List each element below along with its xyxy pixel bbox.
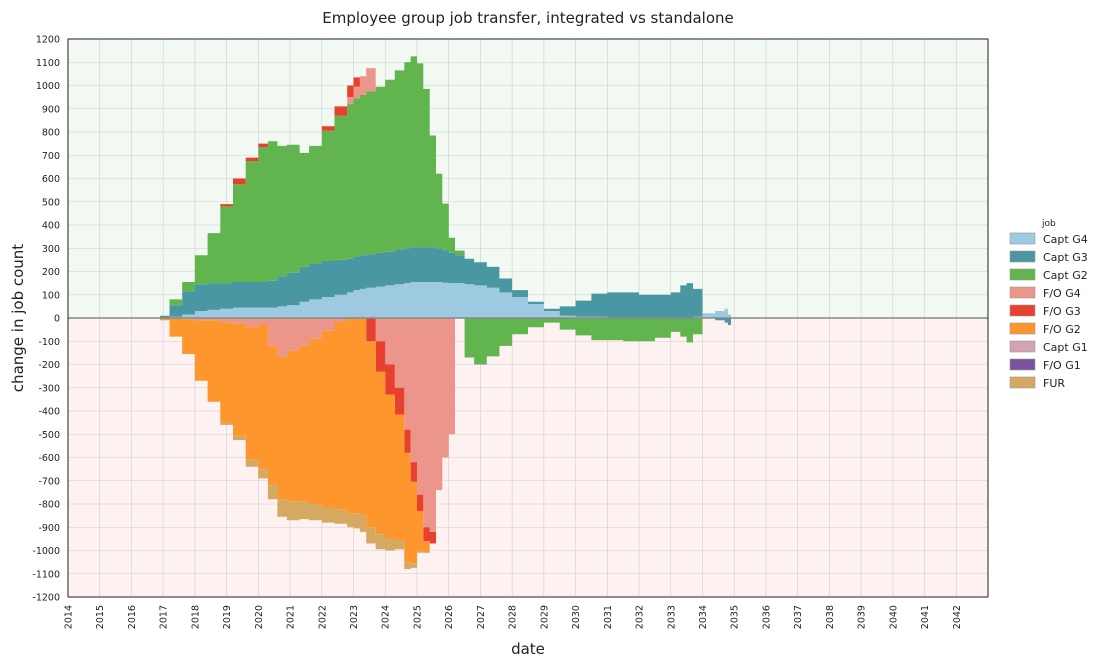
- y-tick-label: 300: [42, 244, 60, 255]
- legend-title: job: [1041, 219, 1056, 229]
- legend-swatch: [1009, 340, 1036, 353]
- x-axis-ticks: 2014 2015 2016 2017 2018 2019 2020 2021 2022 2023…: [64, 605, 963, 629]
- legend-label: Capt G2: [1043, 269, 1088, 282]
- x-axis-label: date: [511, 640, 545, 658]
- x-tick-label: 2021: [286, 605, 297, 629]
- x-tick-label: 2036: [761, 605, 772, 629]
- area-f-o-g4-negative: [160, 318, 731, 532]
- legend-label: Capt G4: [1043, 233, 1088, 246]
- y-tick-label: -100: [38, 337, 60, 348]
- y-tick-label: -800: [38, 500, 60, 511]
- legend-swatch: [1009, 232, 1036, 245]
- legend-label: Capt G1: [1043, 341, 1088, 354]
- y-tick-label: 400: [42, 221, 60, 232]
- legend: job Capt G4 Capt G3 Capt G2 F/O G4 F/O G3 F/O…: [1009, 219, 1088, 390]
- x-tick-label: 2020: [254, 605, 265, 629]
- y-tick-label: -500: [38, 430, 60, 441]
- x-tick-label: 2031: [603, 605, 614, 629]
- x-tick-label: 2017: [159, 605, 170, 629]
- x-tick-label: 2042: [952, 605, 963, 629]
- y-tick-label: 600: [42, 174, 60, 185]
- x-tick-label: 2014: [64, 605, 75, 629]
- legend-label: F/O G3: [1043, 305, 1081, 318]
- x-tick-label: 2039: [857, 605, 868, 629]
- y-tick-label: 700: [42, 151, 60, 162]
- legend-label: F/O G1: [1043, 359, 1081, 372]
- legend-swatch: [1009, 304, 1036, 317]
- x-tick-label: 2024: [381, 605, 392, 629]
- y-tick-label: 0: [54, 314, 60, 325]
- x-tick-label: 2035: [730, 605, 741, 629]
- y-tick-label: 1100: [36, 58, 60, 69]
- legend-swatch: [1009, 250, 1036, 263]
- y-tick-label: -400: [38, 407, 60, 418]
- y-tick-label: -1000: [32, 546, 60, 557]
- x-tick-label: 2018: [190, 605, 201, 629]
- y-tick-label: 900: [42, 104, 60, 115]
- x-tick-label: 2040: [888, 605, 899, 629]
- area-capt-g2-positive: [160, 56, 731, 316]
- y-tick-label: 1200: [36, 35, 60, 46]
- x-tick-label: 2038: [825, 605, 836, 629]
- legend-swatch: [1009, 322, 1036, 335]
- area-capt-g2-negative: [160, 318, 731, 365]
- grid-lines: [67, 38, 988, 598]
- y-tick-label: -900: [38, 523, 60, 534]
- y-tick-label: -700: [38, 476, 60, 487]
- legend-label: F/O G4: [1043, 287, 1081, 300]
- chart-title: Employee group job transfer, integrated …: [322, 9, 734, 27]
- y-tick-label: -600: [38, 453, 60, 464]
- x-tick-label: 2037: [793, 605, 804, 629]
- y-tick-label: 1000: [36, 81, 60, 92]
- y-tick-label: -1200: [32, 593, 60, 604]
- x-tick-label: 2032: [635, 605, 646, 629]
- y-axis-ticks: 1200110010009008007006005004003002001000…: [32, 35, 60, 604]
- series-areas: [160, 56, 731, 570]
- y-tick-label: -1100: [32, 569, 60, 580]
- y-tick-label: -200: [38, 360, 60, 371]
- legend-label: Capt G3: [1043, 251, 1088, 264]
- x-tick-label: 2023: [349, 605, 360, 629]
- y-tick-label: 800: [42, 128, 60, 139]
- legend-label: F/O G2: [1043, 323, 1081, 336]
- x-tick-label: 2025: [412, 605, 423, 629]
- area-capt-g3-positive: [160, 247, 731, 318]
- legend-swatch: [1009, 358, 1036, 371]
- x-tick-label: 2022: [317, 605, 328, 629]
- legend-swatch: [1009, 286, 1036, 299]
- x-tick-label: 2030: [571, 605, 582, 629]
- area-fur-negative: [160, 318, 731, 570]
- area-f-o-g2-negative: [160, 318, 731, 564]
- x-tick-label: 2016: [127, 605, 138, 629]
- x-tick-label: 2026: [444, 605, 455, 629]
- x-tick-label: 2041: [920, 605, 931, 629]
- y-tick-label: 100: [42, 290, 60, 301]
- x-tick-label: 2033: [666, 605, 677, 629]
- y-tick-label: 200: [42, 267, 60, 278]
- y-axis-label: change in job count: [9, 244, 27, 392]
- y-tick-label: -300: [38, 383, 60, 394]
- x-tick-label: 2019: [222, 605, 233, 629]
- x-tick-label: 2029: [539, 605, 550, 629]
- y-tick-label: 500: [42, 197, 60, 208]
- plot-frame: [67, 38, 989, 598]
- x-tick-label: 2027: [476, 605, 487, 629]
- legend-swatch: [1009, 268, 1036, 281]
- area-capt-g4-positive: [160, 282, 731, 318]
- x-tick-label: 2015: [95, 605, 106, 629]
- x-tick-label: 2034: [698, 605, 709, 629]
- x-tick-label: 2028: [508, 605, 519, 629]
- legend-label: FUR: [1043, 377, 1065, 390]
- legend-swatch: [1009, 376, 1036, 389]
